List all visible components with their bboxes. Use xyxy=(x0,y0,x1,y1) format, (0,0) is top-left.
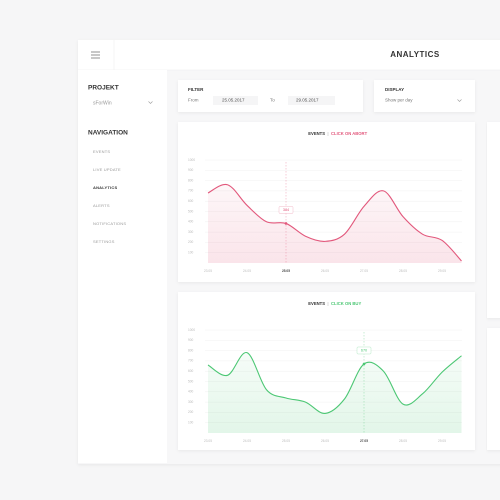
line xyxy=(207,183,462,262)
nav-list: EVENTS LIVE UPDATE ANALYTICS ALERTS NOTIFICA… xyxy=(93,149,126,244)
y-tick-label: 900 xyxy=(188,338,194,342)
charts: EVENTS CLICK ON ABORT 100 200 300 400 500 600 70… xyxy=(178,122,475,450)
x-tick-label: 27.05 xyxy=(360,439,368,443)
y-tick-label: 400 xyxy=(188,390,194,394)
y-tick-label: 1000 xyxy=(188,158,195,162)
y-tick-label: 500 xyxy=(188,209,194,213)
x-tick-label: 26.05 xyxy=(321,439,329,443)
highlight-label: 384 xyxy=(283,208,289,212)
x-tick-label: 26.05 xyxy=(321,269,329,273)
y-tick-label: 200 xyxy=(188,410,194,414)
y-tick-label: 800 xyxy=(188,348,194,352)
from-input[interactable] xyxy=(213,96,258,105)
project-chevron xyxy=(148,101,153,104)
display-title: DISPLAY xyxy=(385,87,404,92)
to-date: 29.05.2017 xyxy=(296,98,319,103)
chart: EVENTS CLICK ON ABORT 100 200 300 400 500 600 70… xyxy=(178,122,475,282)
line xyxy=(207,352,462,414)
menu-button[interactable] xyxy=(84,44,108,66)
top-bar xyxy=(78,40,500,70)
nav-item[interactable]: LIVE UPDATE xyxy=(93,167,121,172)
filter-card xyxy=(178,80,363,112)
highlight-dot xyxy=(362,362,366,366)
x-tick-label: 23.05 xyxy=(204,269,212,273)
y-tick-label: 300 xyxy=(188,400,194,404)
x-tick-label: 29.05 xyxy=(438,269,446,273)
y-tick-label: 900 xyxy=(188,168,194,172)
highlight-label: 670 xyxy=(361,348,367,352)
filter-title: FILTER xyxy=(188,87,204,92)
x-tick-label: 24.05 xyxy=(243,269,251,273)
display-select[interactable]: Show per day xyxy=(385,98,413,103)
nav-item[interactable]: EVENTS xyxy=(93,149,110,154)
x-tick-label: 29.05 xyxy=(438,439,446,443)
chart-title: EVENTS xyxy=(308,301,325,306)
x-tick-label: 24.05 xyxy=(243,439,251,443)
to-label: To xyxy=(270,98,275,103)
nav-item[interactable]: ALERTS xyxy=(93,203,110,208)
y-tick-label: 200 xyxy=(188,240,194,244)
side-card xyxy=(487,122,500,318)
sidebar xyxy=(78,70,167,463)
x-tick-label: 28.05 xyxy=(399,439,407,443)
project-select[interactable]: sForWin xyxy=(93,100,112,106)
y-tick-label: 100 xyxy=(188,251,194,255)
area xyxy=(208,184,462,263)
area xyxy=(208,352,462,433)
x-tick-label: 27.05 xyxy=(360,269,368,273)
from-date: 25.05.2017 xyxy=(222,98,245,103)
project-label: PROJEKT xyxy=(88,85,119,92)
y-tick-label: 600 xyxy=(188,199,194,203)
highlight-box xyxy=(278,206,294,214)
highlight-box xyxy=(356,346,372,355)
y-tick-label: 400 xyxy=(188,220,194,224)
x-tick-label: 25.05 xyxy=(282,269,290,273)
chart: EVENTS CLICK ON BUY 100 200 300 400 500 600 700 8… xyxy=(178,292,475,450)
y-tick-label: 500 xyxy=(188,379,194,383)
highlight-dot xyxy=(284,222,288,225)
display-card xyxy=(374,80,475,112)
y-tick-label: 600 xyxy=(188,369,194,373)
display-chevron xyxy=(457,99,462,102)
y-tick-label: 100 xyxy=(188,421,194,425)
chart-subtitle: CLICK ON BUY xyxy=(331,301,361,306)
nav-title: NAVIGATION xyxy=(88,130,128,137)
chart-subtitle: CLICK ON ABORT xyxy=(331,131,368,136)
nav-item[interactable]: NOTIFICATIONS xyxy=(93,221,126,226)
nav-item[interactable]: SETTINGS xyxy=(93,239,115,244)
nav-item[interactable]: ANALYTICS xyxy=(93,185,117,190)
x-tick-label: 25.05 xyxy=(282,439,290,443)
to-input[interactable] xyxy=(288,96,335,105)
y-tick-label: 700 xyxy=(188,359,194,363)
page-title: ANALYTICS xyxy=(390,50,440,59)
chart-title: EVENTS xyxy=(308,131,325,136)
y-tick-label: 700 xyxy=(188,189,194,193)
x-tick-label: 28.05 xyxy=(399,269,407,273)
from-label: From xyxy=(188,98,199,103)
y-tick-label: 1000 xyxy=(188,328,195,332)
y-tick-label: 300 xyxy=(188,230,194,234)
side-card xyxy=(487,328,500,450)
x-tick-label: 23.05 xyxy=(204,439,212,443)
y-tick-label: 800 xyxy=(188,178,194,182)
